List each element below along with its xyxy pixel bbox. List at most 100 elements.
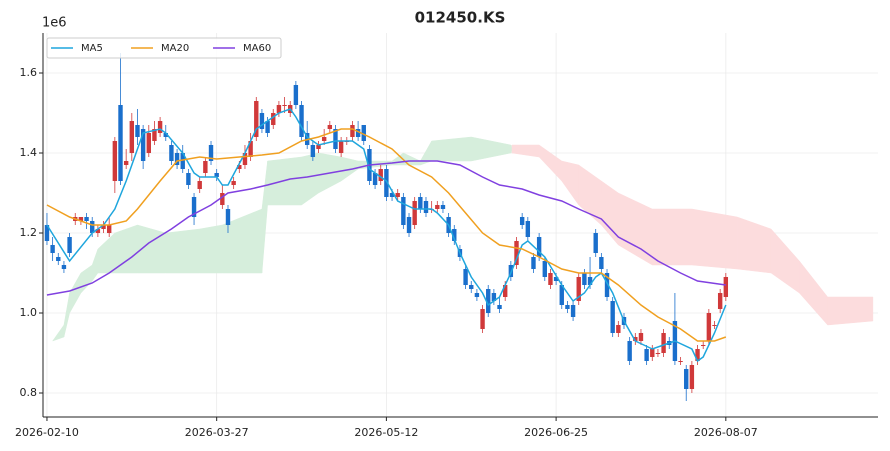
candle-body (310, 145, 316, 157)
candle-body (395, 193, 400, 197)
cloud-segment (63, 292, 70, 338)
legend-label: MA60 (243, 43, 271, 54)
candle-body (491, 293, 497, 301)
candle-body (542, 261, 547, 277)
candle-body (435, 205, 440, 209)
candle-body (463, 269, 468, 285)
candle-body (129, 121, 135, 153)
candle-body (214, 173, 219, 177)
legend-box (46, 37, 282, 59)
candle-body (186, 173, 191, 185)
legend: MA5 MA20 MA60 (46, 37, 282, 59)
candle-body (112, 141, 118, 181)
y-tick-label: 0.8 (20, 386, 38, 399)
cloud-segment (97, 232, 116, 274)
legend-label: MA20 (161, 43, 189, 54)
candle-body (406, 217, 412, 233)
candle-body (627, 341, 632, 361)
x-tick-label: 2026-08-07 (694, 426, 758, 439)
cloud-segment (511, 144, 540, 158)
candle-body (67, 237, 72, 253)
candle-body (565, 305, 570, 309)
candle-body (152, 129, 157, 141)
candle-body (50, 245, 55, 253)
candle-body (44, 225, 50, 241)
candle-body (191, 197, 197, 217)
candle-body (706, 313, 712, 341)
candle-body (350, 125, 355, 137)
candle-body (78, 217, 84, 221)
cloud-segment (827, 296, 874, 326)
candle-body (248, 141, 253, 157)
candle-body (650, 349, 655, 357)
candle-body (174, 153, 180, 165)
cloud-segment (301, 152, 319, 206)
candle-body (695, 349, 700, 361)
candle-body (84, 217, 89, 221)
candle-body (271, 113, 276, 125)
candle-body (531, 257, 536, 269)
x-tick-label: 2026-05-12 (354, 426, 418, 439)
candle-body (689, 365, 695, 389)
candle-body (633, 337, 638, 341)
candle-body (587, 277, 593, 285)
cloud-segment (431, 136, 472, 162)
candle-body (180, 153, 185, 169)
cloud-segment (770, 228, 800, 294)
candle-body (593, 233, 598, 253)
candle-body (723, 277, 729, 297)
candle-body (254, 101, 259, 137)
candle-body (514, 241, 519, 265)
candle-body (106, 225, 112, 233)
candle-body (661, 333, 666, 353)
x-tick-label: 2026-06-25 (524, 426, 588, 439)
candle-body (299, 105, 304, 137)
candle-body (700, 345, 706, 346)
candle-body (242, 153, 248, 165)
y-offset-label: 1e6 (42, 16, 67, 31)
cloud-segment (199, 224, 223, 274)
candle-body (293, 85, 299, 105)
candle-body (536, 237, 542, 257)
candle-body (418, 197, 423, 209)
candle-body (157, 121, 163, 133)
candle-body (327, 125, 333, 129)
cloud-segment (561, 160, 579, 206)
cloud-segment (601, 180, 619, 246)
cloud-segment (51, 324, 65, 342)
candle-body (316, 145, 321, 149)
candle-body (604, 273, 610, 297)
candle-body (333, 129, 338, 149)
candle-body (169, 145, 174, 161)
candle-body (616, 325, 621, 333)
candle-body (638, 333, 644, 341)
cloud-segment (799, 260, 828, 326)
candle-body (480, 309, 485, 329)
candle-body (519, 217, 525, 225)
candle-body (553, 277, 559, 281)
candle-body (61, 265, 67, 269)
candle-body (220, 193, 225, 205)
cloud-segment (736, 216, 772, 274)
candle-body (412, 201, 417, 225)
candle-body (259, 113, 265, 129)
legend-label: MA5 (81, 43, 103, 54)
y-tick-label: 1.0 (20, 306, 38, 319)
candle-body (282, 105, 287, 106)
candle-body (502, 285, 508, 297)
y-tick-label: 1.2 (20, 226, 38, 239)
candle-body (423, 201, 429, 213)
candle-body (338, 141, 344, 153)
candle-body (95, 229, 101, 233)
candle-body (140, 129, 146, 161)
candle-body (56, 257, 61, 261)
candle-body (321, 137, 327, 141)
x-tick-label: 2026-03-27 (185, 426, 249, 439)
candle-body (378, 169, 383, 181)
y-tick-label: 1.6 (20, 66, 38, 79)
candle-body (684, 369, 689, 389)
candle-body (276, 105, 282, 113)
candle-body (497, 305, 502, 309)
